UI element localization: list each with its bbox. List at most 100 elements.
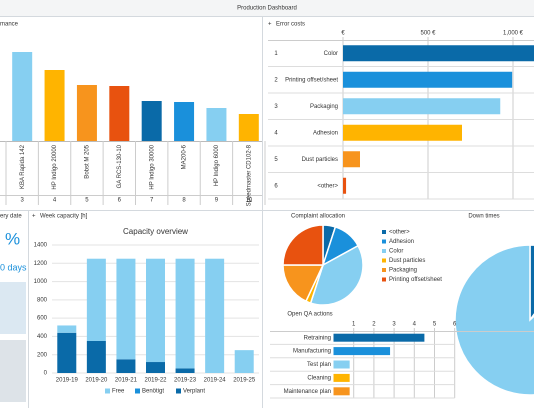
panel-header: mance <box>0 22 19 28</box>
legend-label: Printing offset/sheet <box>389 277 442 283</box>
x-tick-label: 5 <box>433 322 437 328</box>
legend-label: <other> <box>389 230 410 236</box>
category-number: 9 <box>215 198 219 204</box>
panel-header: Error costs <box>276 22 305 28</box>
bar <box>333 333 425 342</box>
title-bar <box>0 0 534 16</box>
x-tick-label: 2019-19 <box>56 378 79 384</box>
legend-label: Dust particles <box>389 258 425 264</box>
category-label: Speedmaster CD102-8 <box>246 144 252 206</box>
bar-segment <box>175 368 195 373</box>
y-tick-label: 1200 <box>34 261 48 267</box>
bar-segment <box>175 258 195 369</box>
category-label: HP Indigo 6000 <box>214 144 220 186</box>
bar <box>333 373 350 382</box>
x-tick-label: € <box>341 31 345 37</box>
y-tick-label: 400 <box>37 334 48 340</box>
kpi-tile <box>0 340 26 402</box>
bar <box>12 52 33 141</box>
row-number: 4 <box>274 130 278 136</box>
pie-slice <box>309 244 364 306</box>
kpi-value: 0 days <box>0 262 27 272</box>
y-tick-label: 200 <box>37 352 48 358</box>
category-label: KBA Rapida 142 <box>20 144 26 189</box>
x-tick-label: 2019-22 <box>144 378 167 384</box>
bar <box>174 102 195 141</box>
bar-segment <box>116 359 136 373</box>
x-tick-label: 500 € <box>420 31 436 37</box>
bar <box>343 45 534 62</box>
legend-swatch <box>382 249 386 253</box>
bar <box>76 85 97 141</box>
x-tick-label: 6 <box>453 322 457 328</box>
legend-label: Color <box>389 249 403 255</box>
x-tick-label: 2019-25 <box>233 378 256 384</box>
x-tick-label: 1,000 € <box>503 31 524 37</box>
y-tick-label: 0 <box>44 371 48 377</box>
bar-segment <box>116 258 136 360</box>
x-tick-label: 2 <box>372 322 376 328</box>
chart-title: Capacity overview <box>123 227 188 236</box>
category-number: 7 <box>150 198 154 204</box>
legend-swatch <box>135 388 140 394</box>
bar <box>109 86 130 141</box>
legend-label: Free <box>112 389 125 395</box>
y-tick-label: 800 <box>37 297 48 303</box>
legend-swatch <box>382 230 386 234</box>
legend-swatch <box>382 277 386 282</box>
bar-segment <box>86 258 106 341</box>
bar-segment <box>57 332 77 373</box>
bar <box>44 70 65 141</box>
pie-slice <box>282 224 324 266</box>
bar <box>343 71 513 88</box>
bar <box>343 151 360 168</box>
bar-segment <box>205 258 225 373</box>
pie-slice <box>282 264 325 303</box>
bar <box>333 360 350 369</box>
panel-header: Week capacity [h] <box>40 214 88 220</box>
bar <box>343 177 347 194</box>
bar <box>141 101 162 141</box>
category-number: 6 <box>118 198 122 204</box>
kpi-tile <box>0 282 26 334</box>
legend-label: Verplant <box>183 389 205 395</box>
category-label: Printing offset/sheet <box>285 77 338 83</box>
legend-swatch <box>176 388 181 394</box>
category-label: Cleaning <box>307 375 331 381</box>
category-label: Manufacturing <box>293 349 331 355</box>
x-tick-label: 1 <box>352 322 356 328</box>
legend-swatch <box>105 388 110 394</box>
bar <box>343 124 462 141</box>
legend-swatch <box>382 258 386 263</box>
category-label: Retraining <box>304 335 331 341</box>
row-number: 2 <box>274 77 278 83</box>
legend-label: Adhesion <box>389 239 414 245</box>
category-label: GA RCS-130-10 <box>117 144 123 188</box>
category-label: HP Indigo 30000 <box>149 144 155 189</box>
category-label: HP Indigo 20000 <box>52 144 58 189</box>
kpi-value: % <box>5 229 20 248</box>
bar-segment <box>57 325 77 333</box>
category-label: Maintenance plan <box>284 389 331 395</box>
expand-icon[interactable]: + <box>32 214 36 220</box>
pie-slice <box>454 244 534 396</box>
expand-icon[interactable]: + <box>268 22 272 28</box>
y-tick-label: 1000 <box>34 279 48 285</box>
category-label: MA200-6 <box>182 144 188 169</box>
panel-header: ery date <box>0 214 22 220</box>
bar <box>238 114 259 141</box>
bar <box>206 108 227 141</box>
chart-title: Complaint allocation <box>291 214 345 220</box>
category-number: 5 <box>85 198 89 204</box>
bar-segment <box>146 362 165 373</box>
chart-title: Down times <box>468 214 499 220</box>
bar <box>343 98 501 115</box>
dashboard-title: Production Dashboard <box>237 6 297 12</box>
chart-title: Open QA actions <box>287 312 332 318</box>
row-number: 6 <box>274 183 278 189</box>
bar-segment <box>234 350 254 373</box>
legend-swatch <box>382 239 386 244</box>
x-tick-label: 2019-23 <box>174 378 197 384</box>
category-number: 4 <box>53 198 57 204</box>
